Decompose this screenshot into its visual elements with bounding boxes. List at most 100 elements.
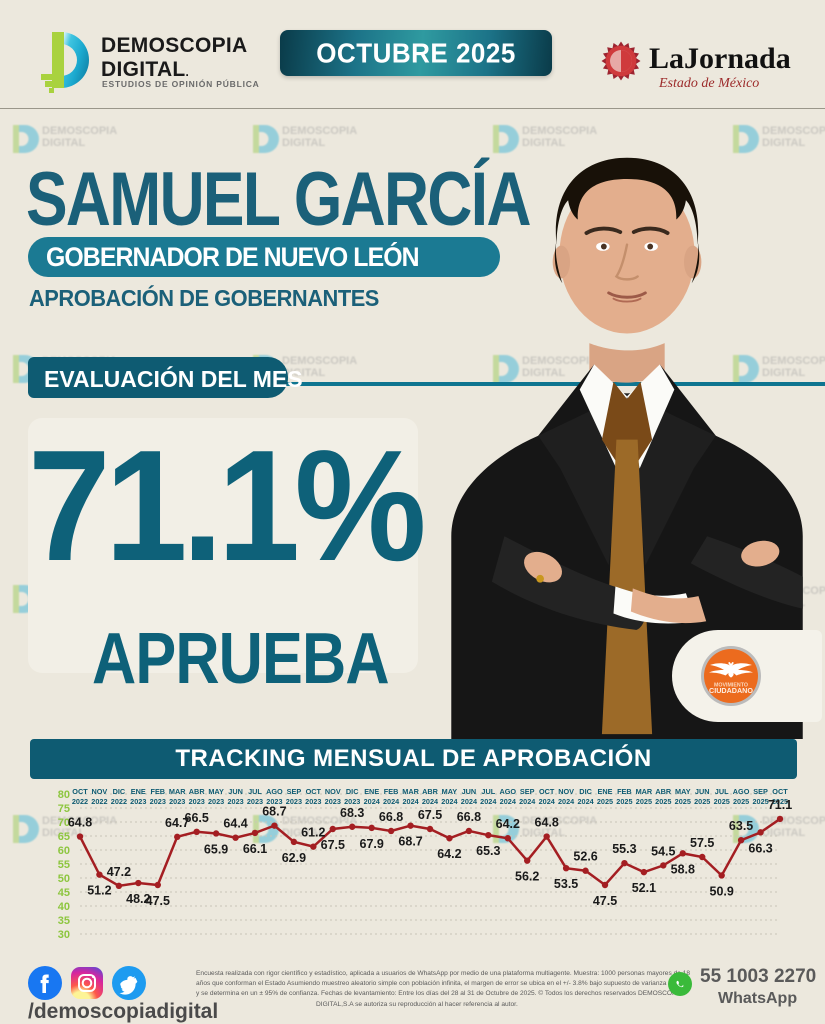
svg-text:71.1: 71.1 — [768, 798, 792, 812]
svg-text:OCT: OCT — [306, 787, 322, 796]
svg-text:OCT: OCT — [72, 787, 88, 796]
svg-text:AGO: AGO — [733, 787, 750, 796]
svg-text:DIC: DIC — [346, 787, 359, 796]
svg-text:ABR: ABR — [189, 787, 206, 796]
svg-text:2024: 2024 — [441, 797, 458, 806]
svg-text:DIC: DIC — [113, 787, 126, 796]
svg-text:JUN: JUN — [695, 787, 710, 796]
svg-text:2025: 2025 — [694, 797, 710, 806]
svg-text:2023: 2023 — [247, 797, 263, 806]
svg-text:2025: 2025 — [714, 797, 730, 806]
svg-text:66.8: 66.8 — [457, 810, 481, 824]
svg-text:50: 50 — [58, 873, 70, 885]
svg-text:NOV: NOV — [325, 787, 341, 796]
svg-text:60: 60 — [58, 845, 70, 857]
svg-text:FEB: FEB — [150, 787, 165, 796]
svg-text:2022: 2022 — [111, 797, 127, 806]
svg-text:ENE: ENE — [597, 787, 612, 796]
svg-text:2024: 2024 — [364, 797, 381, 806]
svg-text:53.5: 53.5 — [554, 877, 578, 891]
svg-text:2023: 2023 — [325, 797, 341, 806]
svg-text:JUL: JUL — [715, 787, 729, 796]
svg-text:68.3: 68.3 — [340, 806, 364, 820]
svg-text:65.3: 65.3 — [476, 844, 500, 858]
svg-text:66.5: 66.5 — [185, 811, 209, 825]
svg-text:2025: 2025 — [616, 797, 632, 806]
svg-text:2025: 2025 — [597, 797, 613, 806]
svg-text:ENE: ENE — [364, 787, 379, 796]
svg-text:2024: 2024 — [558, 797, 575, 806]
svg-text:JUN: JUN — [228, 787, 243, 796]
svg-text:58.8: 58.8 — [671, 862, 695, 876]
svg-text:2023: 2023 — [130, 797, 146, 806]
svg-text:2022: 2022 — [91, 797, 107, 806]
svg-text:55: 55 — [58, 859, 70, 871]
svg-text:FEB: FEB — [617, 787, 632, 796]
svg-text:64.8: 64.8 — [68, 816, 92, 830]
svg-text:JUL: JUL — [481, 787, 495, 796]
svg-text:67.5: 67.5 — [418, 808, 442, 822]
svg-text:62.9: 62.9 — [282, 851, 306, 865]
svg-text:2023: 2023 — [286, 797, 302, 806]
svg-text:64.2: 64.2 — [496, 817, 520, 831]
svg-text:MAR: MAR — [636, 787, 653, 796]
svg-text:63.5: 63.5 — [729, 819, 753, 833]
svg-text:56.2: 56.2 — [515, 870, 539, 884]
svg-text:NOV: NOV — [91, 787, 107, 796]
svg-text:2024: 2024 — [500, 797, 517, 806]
svg-text:66.1: 66.1 — [243, 842, 267, 856]
svg-text:JUL: JUL — [248, 787, 262, 796]
svg-text:2024: 2024 — [461, 797, 478, 806]
svg-text:SEP: SEP — [753, 787, 768, 796]
svg-text:2025: 2025 — [675, 797, 691, 806]
svg-text:NOV: NOV — [558, 787, 574, 796]
svg-text:30: 30 — [58, 929, 70, 941]
svg-text:OCT: OCT — [539, 787, 555, 796]
svg-text:2023: 2023 — [150, 797, 166, 806]
svg-text:66.8: 66.8 — [379, 810, 403, 824]
svg-text:2025: 2025 — [733, 797, 749, 806]
svg-text:2023: 2023 — [344, 797, 360, 806]
svg-text:65.9: 65.9 — [204, 843, 228, 857]
svg-text:2023: 2023 — [227, 797, 243, 806]
svg-text:AGO: AGO — [499, 787, 516, 796]
svg-text:JUN: JUN — [462, 787, 477, 796]
svg-text:65: 65 — [58, 831, 70, 843]
svg-text:OCT: OCT — [772, 787, 788, 796]
svg-text:2024: 2024 — [480, 797, 497, 806]
svg-text:ENE: ENE — [131, 787, 146, 796]
svg-text:47.5: 47.5 — [146, 894, 170, 908]
svg-text:FEB: FEB — [384, 787, 399, 796]
svg-text:2023: 2023 — [169, 797, 185, 806]
svg-text:40: 40 — [58, 901, 70, 913]
svg-text:2023: 2023 — [305, 797, 321, 806]
svg-text:2024: 2024 — [519, 797, 536, 806]
svg-text:51.2: 51.2 — [87, 884, 111, 898]
svg-text:MAY: MAY — [208, 787, 224, 796]
svg-text:2024: 2024 — [539, 797, 556, 806]
svg-text:CIUDADANO: CIUDADANO — [709, 686, 753, 695]
svg-text:75: 75 — [58, 803, 70, 815]
svg-text:2024: 2024 — [422, 797, 439, 806]
svg-text:50.9: 50.9 — [710, 885, 734, 899]
svg-text:2024: 2024 — [402, 797, 419, 806]
svg-text:2024: 2024 — [383, 797, 400, 806]
svg-text:MAY: MAY — [442, 787, 458, 796]
svg-text:55.3: 55.3 — [612, 842, 636, 856]
svg-text:68.7: 68.7 — [398, 835, 422, 849]
svg-text:MAR: MAR — [169, 787, 186, 796]
svg-text:SEP: SEP — [287, 787, 302, 796]
svg-text:80: 80 — [58, 789, 70, 801]
svg-text:45: 45 — [58, 887, 70, 899]
svg-text:52.1: 52.1 — [632, 881, 656, 895]
svg-text:64.4: 64.4 — [223, 817, 247, 831]
svg-text:2025: 2025 — [636, 797, 652, 806]
svg-text:MAR: MAR — [402, 787, 419, 796]
svg-text:DIC: DIC — [579, 787, 592, 796]
svg-text:MAY: MAY — [675, 787, 691, 796]
svg-text:64.2: 64.2 — [437, 847, 461, 861]
svg-text:ABR: ABR — [655, 787, 672, 796]
svg-text:68.7: 68.7 — [262, 805, 286, 819]
svg-text:47.5: 47.5 — [593, 894, 617, 908]
svg-text:66.3: 66.3 — [748, 841, 772, 855]
